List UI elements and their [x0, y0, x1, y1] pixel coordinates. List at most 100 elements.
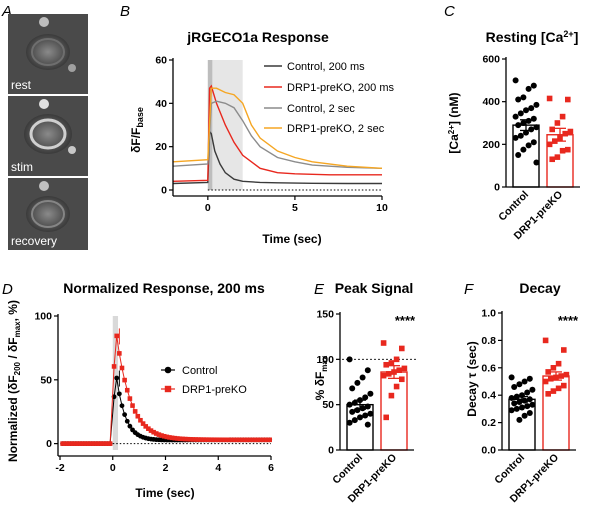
chart-f-ytick-label: 0.0: [481, 445, 496, 457]
chart-f-point: [516, 381, 523, 388]
point-d-drp1: [143, 424, 149, 429]
panel-d-ylabel: Normalized (δF200 / δFmax, %): [6, 300, 22, 462]
chart-f-ytick-label: 1.0: [481, 308, 496, 320]
b-xtick-label: 0: [205, 202, 211, 214]
chart-c-point: [525, 142, 532, 149]
chart-e-point: [362, 412, 369, 419]
chart-f-point: [561, 382, 567, 389]
d-xtick-label: -2: [55, 462, 64, 474]
point-d-drp1: [238, 437, 243, 443]
point-d-drp1: [84, 441, 89, 446]
chart-e-point: [362, 394, 369, 401]
point-d-drp1: [89, 441, 94, 446]
chart-f-point: [555, 360, 562, 367]
legend-label-drp1-d: DRP1-preKO: [182, 384, 247, 396]
chart-e-point: [357, 414, 363, 421]
chart-c-point: [515, 96, 522, 103]
chart-f-point: [563, 371, 570, 378]
point-d-drp1: [132, 409, 138, 414]
microscopy-strip: rest stim recovery: [8, 14, 88, 250]
image-label-recovery: recovery: [11, 234, 57, 248]
point-d-drp1: [105, 441, 110, 446]
chart-f-point: [511, 383, 518, 390]
d-xtick-label: 2: [163, 462, 169, 474]
point-d-drp1: [91, 441, 97, 446]
chart-f-point: [542, 378, 549, 385]
chart-e-point: [359, 374, 366, 381]
point-d-drp1: [233, 437, 238, 443]
point-d-drp1: [65, 441, 71, 446]
panel-e-ylabel: % δFmax: [313, 355, 329, 400]
panel-d-xlabel: Time (sec): [135, 486, 194, 500]
d-xtick-label: 6: [268, 462, 274, 474]
chart-e-ytick-label: 0: [328, 445, 334, 457]
chart-c-point: [533, 101, 540, 108]
chart-f-point: [550, 388, 557, 394]
chart-f-ytick-label: 0.4: [481, 390, 496, 402]
chart-c-point: [512, 134, 519, 141]
chart-c-point: [549, 156, 555, 163]
panel-b-xlabel: Time (sec): [262, 232, 321, 246]
chart-f-point: [526, 375, 533, 382]
chart-e-point: [388, 360, 395, 366]
d-xtick-label: 0: [110, 462, 116, 474]
panel-f-ylabel: Decay τ (sec): [465, 341, 479, 416]
point-d-drp1: [117, 351, 122, 356]
chart-f-point: [548, 375, 554, 382]
image-recovery: recovery: [8, 178, 88, 250]
chart-e-point: [351, 399, 358, 406]
chart-e-point: [364, 421, 371, 428]
chart-f-point: [526, 410, 533, 417]
chart-f-point: [511, 400, 518, 407]
panel-e-letter: E: [314, 281, 325, 298]
chart-f-point: [558, 373, 564, 379]
point-d-drp1: [60, 441, 65, 446]
chart-c-point: [546, 95, 553, 102]
panel-b-ylabel: δF/Fbase: [129, 107, 145, 153]
chart-c-point: [567, 128, 574, 135]
chart-e-ytick-label: 100: [316, 354, 334, 366]
point-d-drp1: [159, 433, 164, 438]
point-d-drp1: [204, 437, 209, 442]
image-stim: stim: [8, 96, 88, 176]
b-ytick-label: 60: [155, 55, 167, 67]
panel-f-title: Decay: [519, 280, 560, 296]
point-d-drp1: [164, 434, 170, 440]
legend-label-control-2s: Control, 2 sec: [287, 103, 355, 115]
chart-c-point: [530, 139, 537, 146]
point-d-drp1: [76, 441, 81, 446]
chart-e-point: [396, 367, 402, 374]
trace-1: [172, 84, 382, 182]
point-d-drp1: [262, 437, 267, 443]
point-d-drp1: [185, 436, 191, 442]
point-d-drp1: [151, 429, 156, 435]
chart-c-point: [520, 146, 527, 153]
chart-c-point: [533, 159, 540, 166]
chart-e-point: [386, 371, 392, 377]
panel-a-letter: A: [1, 3, 12, 20]
chart-e-ytick-label: 50: [322, 399, 334, 411]
chart-e-point: [346, 401, 353, 408]
chart-c-point: [520, 94, 527, 101]
chart-c-point: [565, 146, 571, 153]
point-d-drp1: [254, 437, 259, 443]
chart-e-point: [383, 361, 389, 368]
panel-b-title: jRGECO1a Response: [186, 29, 329, 45]
chart-c-point: [530, 115, 537, 122]
point-d-drp1: [198, 437, 204, 442]
chart-e-point: [401, 365, 408, 372]
point-d-drp1: [211, 437, 217, 443]
point-d-drp1: [264, 437, 270, 443]
point-d-drp1: [172, 435, 178, 441]
point-d-drp1: [62, 441, 68, 446]
chart-e-point: [346, 356, 353, 363]
panel-c-title: Resting [Ca2+]: [486, 29, 579, 45]
chart-f-point: [513, 405, 520, 412]
point-d-drp1: [230, 437, 236, 443]
trace-3: [172, 87, 383, 169]
